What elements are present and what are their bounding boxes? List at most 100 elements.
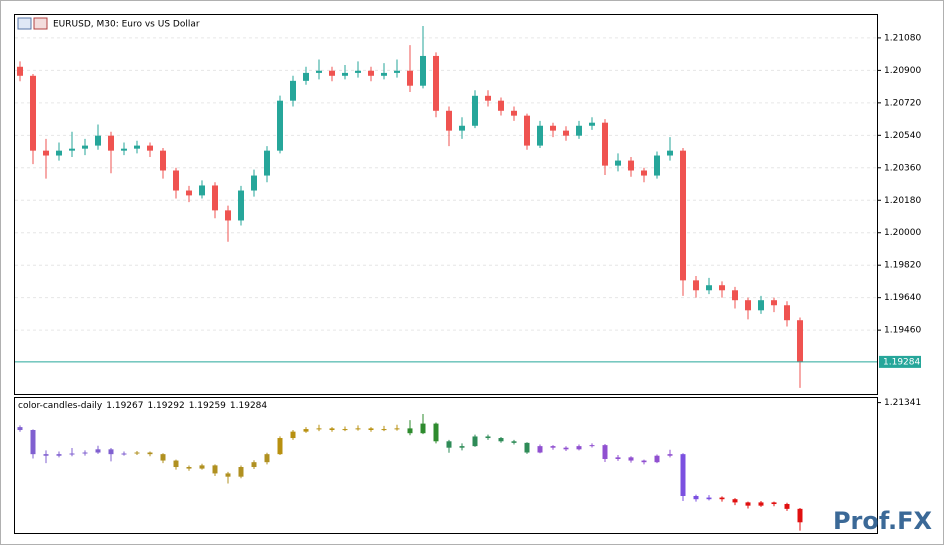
indicator-body [680,454,686,496]
candle-body [784,305,790,321]
candle-body [134,145,140,149]
candle-body [186,190,192,196]
candle-body [199,185,205,196]
indicator-value: 1.19292 [147,401,184,411]
candle-body [82,145,88,149]
indicator-body [95,449,101,453]
indicator-body [56,454,62,456]
indicator-body [186,467,192,469]
candle-body [719,285,725,291]
watermark: Prof.FX [833,507,933,535]
candle-body [680,150,686,281]
indicator-body [121,453,127,455]
indicator-body [589,445,595,447]
indicator-body [303,429,309,432]
indicator-body [368,428,374,431]
candle-body [693,280,699,291]
indicator-body [199,465,205,469]
indicator-body [498,438,504,442]
indicator-body [628,457,634,461]
y-tick-label: 1.20360 [884,163,921,173]
indicator-body [485,436,491,439]
candle-body [121,148,127,151]
indicator-value: 1.19259 [189,401,226,411]
candle-body [667,150,673,156]
candle-body [394,70,400,73]
indicator-body [316,428,322,430]
candle-body [732,290,738,301]
candle-body [771,300,777,306]
chart-title: EURUSD, M30: Euro vs US Dollar [53,20,200,30]
candle-body [524,115,530,146]
indicator-body [654,455,660,463]
indicator-body [30,430,36,455]
current-price-tag [879,355,921,368]
current-price-label: 1.19284 [883,357,920,367]
candle-body [758,300,764,311]
candle-body [459,125,465,131]
indicator-body [745,502,751,506]
candle-body [628,160,634,171]
candle-body [498,100,504,111]
indicator-body [238,467,244,477]
candle-body [212,185,218,211]
candle-body [95,135,101,146]
candle-body [576,125,582,136]
candle-body [797,320,803,362]
candle-body [420,55,426,86]
indicator-body [407,428,413,434]
candle-body [316,70,322,73]
main-pane [14,14,878,395]
candle-body [745,300,751,311]
candle-body [485,95,491,101]
candle-body [602,122,608,166]
indicator-body [446,441,452,448]
y-tick-label: 1.20540 [884,131,921,141]
candle-body [563,130,569,136]
candle-body [290,80,296,101]
candle-body [433,55,439,111]
indicator-body [264,454,270,463]
indicator-body [732,499,738,503]
candle-body [589,122,595,126]
candle-body [446,110,452,131]
candle-body [706,285,712,291]
candle-body [30,75,36,151]
indicator-body [524,442,530,453]
y-tick-label: 1.19820 [884,261,921,271]
candle-body [355,70,361,73]
indicator-value: 1.19284 [230,401,267,411]
indicator-body [758,502,764,506]
indicator-body [641,460,647,463]
indicator-body [160,454,166,461]
candle-body [251,175,257,191]
candle-body [238,190,244,221]
indicator-body [472,436,478,447]
candle-body [472,95,478,126]
y-tick-label: 1.19460 [884,326,921,336]
candle-body [147,145,153,151]
candle-body [407,70,413,86]
indicator-body [82,452,88,454]
y-tick-label: 1.21080 [884,33,921,43]
indicator-body [784,504,790,509]
indicator-title: color-candles-daily 1.19267 1.19292 1.19259… [18,401,267,411]
candle-body [511,110,517,116]
indicator-body [69,453,75,455]
indicator-value: 1.19267 [106,401,143,411]
indicator-pane [14,397,878,534]
indicator-body [667,454,673,456]
y-tick-label: 1.19640 [884,293,921,303]
indicator-body [563,447,569,450]
indicator-body [134,452,140,454]
candle-body [160,150,166,171]
indicator-body [108,449,114,455]
indicator-body [355,428,361,430]
symbol-icon [17,17,48,30]
indicator-body [277,438,283,455]
indicator-body [693,495,699,500]
y-tick-label: 1.20900 [884,66,921,76]
y-tick-label: 1.20000 [884,228,921,238]
